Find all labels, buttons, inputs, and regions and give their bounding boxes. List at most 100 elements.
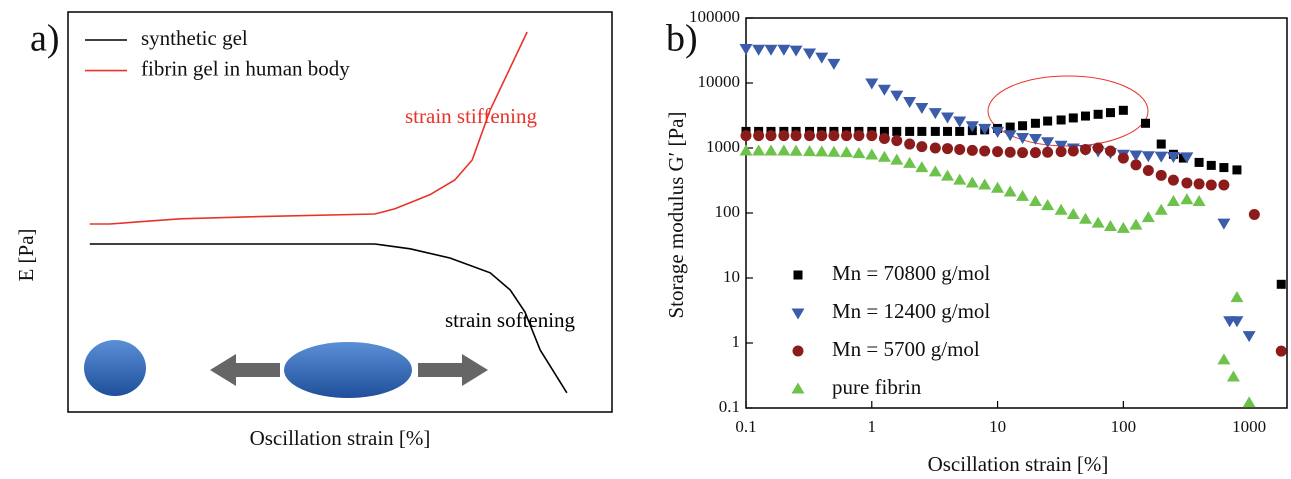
data-point — [1141, 118, 1151, 128]
data-point — [764, 144, 778, 156]
data-point — [778, 130, 790, 142]
data-point — [1178, 153, 1188, 163]
data-point — [1080, 111, 1090, 121]
data-point — [777, 144, 791, 156]
data-point — [1166, 151, 1180, 163]
legend-marker — [792, 345, 804, 357]
data-point — [1042, 146, 1054, 158]
data-point — [1166, 195, 1180, 207]
y-axis-label: Storage modulus G′ [Pa] — [664, 112, 688, 319]
data-point — [803, 145, 817, 157]
data-point — [789, 144, 803, 156]
data-point — [827, 58, 841, 70]
data-point — [1079, 143, 1091, 155]
data-point — [1093, 109, 1103, 119]
legend-label: Mn = 5700 g/mol — [832, 337, 980, 361]
data-point — [1067, 145, 1079, 157]
data-point — [1230, 316, 1244, 328]
data-point — [1276, 279, 1286, 289]
data-point — [929, 142, 941, 154]
data-point — [1130, 159, 1142, 171]
data-point — [1141, 151, 1155, 163]
data-point — [1167, 174, 1179, 186]
data-point — [1275, 345, 1287, 357]
legend-label: pure fibrin — [832, 375, 922, 399]
data-point — [1030, 118, 1040, 128]
data-point — [1054, 203, 1068, 215]
series-line — [89, 31, 528, 225]
data-point — [905, 126, 915, 136]
data-point — [1003, 130, 1017, 142]
data-point — [1117, 152, 1129, 164]
data-point — [1154, 203, 1168, 215]
arrow-right — [418, 354, 488, 386]
data-point — [1068, 113, 1078, 123]
data-point — [789, 45, 803, 57]
data-point — [1018, 121, 1028, 131]
y-tick-label: 100000 — [689, 7, 740, 26]
data-point — [803, 48, 817, 60]
data-point — [816, 130, 828, 142]
data-point — [1016, 133, 1030, 145]
y-tick-label: 0.1 — [719, 397, 740, 416]
data-point — [1043, 116, 1053, 126]
plot-frame — [67, 11, 613, 413]
data-point — [892, 126, 902, 136]
panel-label: b) — [666, 18, 698, 60]
data-point — [928, 165, 942, 177]
data-point — [740, 130, 752, 142]
data-point — [1141, 211, 1155, 223]
legend-label: fibrin gel in human body — [141, 56, 350, 80]
data-point — [1055, 146, 1067, 158]
data-point — [1218, 179, 1230, 191]
data-point — [764, 44, 778, 56]
data-point — [853, 130, 865, 142]
data-point — [1092, 142, 1104, 154]
data-point — [877, 150, 891, 162]
legend-marker — [791, 308, 805, 320]
data-point — [1029, 147, 1041, 159]
series-line — [89, 243, 568, 394]
data-point — [917, 126, 927, 136]
data-point — [1217, 218, 1231, 230]
data-point — [878, 133, 890, 145]
data-point — [1156, 139, 1166, 149]
data-point — [904, 138, 916, 150]
data-point — [1193, 178, 1205, 190]
data-point — [954, 143, 966, 155]
data-point — [866, 130, 878, 142]
data-point — [966, 144, 978, 156]
data-point — [965, 176, 979, 188]
legend-label: Mn = 12400 g/mol — [832, 299, 990, 323]
legend-label: Mn = 70800 g/mol — [832, 261, 990, 285]
panel-label: a) — [30, 18, 60, 60]
data-point — [1005, 122, 1015, 132]
arrow-left — [210, 354, 280, 386]
x-axis-label: Oscillation strain [%] — [928, 452, 1109, 476]
data-point — [815, 52, 829, 64]
y-tick-label: 10000 — [698, 72, 741, 91]
data-point — [1003, 185, 1017, 197]
data-point — [1104, 145, 1116, 157]
data-point — [953, 116, 967, 128]
data-point — [1230, 291, 1244, 303]
data-point — [1091, 216, 1105, 228]
data-point — [1242, 396, 1256, 408]
data-point — [877, 84, 891, 96]
data-point — [955, 126, 965, 136]
x-tick-label: 1000 — [1232, 417, 1266, 436]
data-point — [965, 121, 979, 133]
data-point — [1219, 163, 1229, 173]
x-tick-label: 100 — [1111, 417, 1137, 436]
x-tick-label: 0.1 — [735, 417, 756, 436]
data-point — [930, 126, 940, 136]
data-point — [1116, 221, 1130, 233]
data-point — [1028, 195, 1042, 207]
highlight-ellipse — [987, 75, 1149, 147]
y-tick-label: 100 — [715, 202, 741, 221]
data-point — [1041, 199, 1055, 211]
annotation: strain softening — [445, 308, 576, 332]
data-point — [739, 144, 753, 156]
data-point — [777, 44, 791, 56]
data-point — [1004, 146, 1016, 158]
